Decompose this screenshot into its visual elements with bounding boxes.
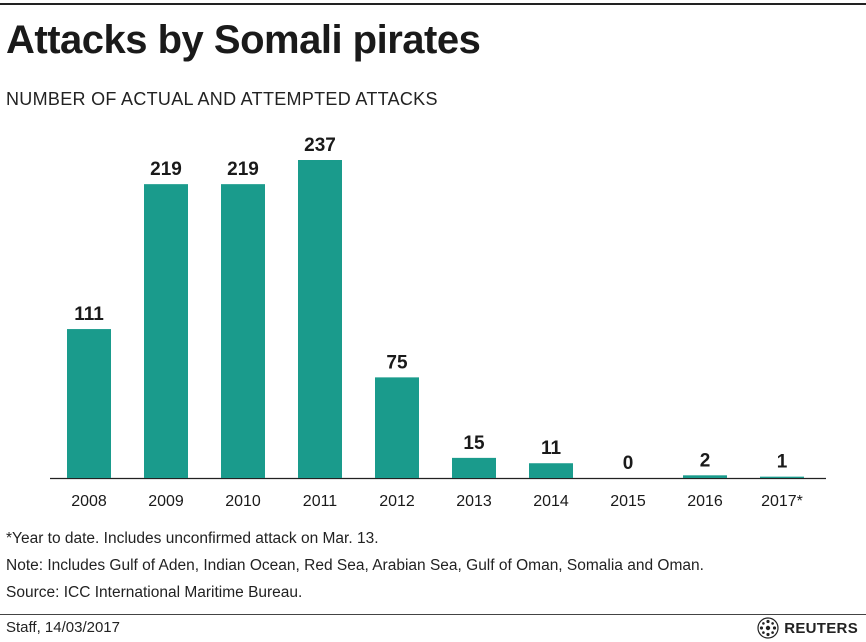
tick-label-2013: 2013 (456, 493, 492, 510)
bar-2008 (67, 329, 111, 478)
value-label-2011: 237 (304, 135, 336, 156)
note-text: Note: Includes Gulf of Aden, Indian Ocea… (6, 557, 704, 574)
bar-2013 (452, 457, 496, 478)
bar-2014 (529, 463, 573, 478)
bar-2016 (683, 475, 727, 478)
tick-label-2016: 2016 (687, 493, 723, 510)
tick-label-2017*: 2017* (761, 493, 803, 510)
value-label-2008: 111 (74, 304, 104, 325)
bar-2010 (221, 184, 265, 478)
value-label-2017*: 1 (777, 452, 788, 473)
tick-label-2009: 2009 (148, 493, 184, 510)
footnote: *Year to date. Includes unconfirmed atta… (6, 530, 379, 547)
tick-label-2015: 2015 (610, 493, 646, 510)
value-label-2012: 75 (386, 352, 408, 373)
logo-text: REUTERS (784, 619, 858, 637)
bar-2011 (298, 160, 342, 478)
reuters-logo-icon (757, 617, 779, 639)
value-label-2014: 11 (541, 438, 562, 459)
chart-subtitle: NUMBER OF ACTUAL AND ATTEMPTED ATTACKS (6, 89, 438, 109)
value-label-2013: 15 (463, 433, 485, 454)
value-label-2010: 219 (227, 159, 259, 180)
bottom-rule (0, 614, 866, 615)
top-rule (0, 3, 866, 5)
tick-label-2008: 2008 (71, 493, 107, 510)
tick-label-2014: 2014 (533, 493, 569, 510)
bar-2012 (375, 377, 419, 478)
source-text: Source: ICC International Maritime Burea… (6, 584, 303, 601)
value-label-2015: 0 (623, 453, 634, 474)
bar-2017* (760, 476, 804, 478)
reuters-logo: REUTERS (757, 617, 858, 639)
value-label-2016: 2 (700, 450, 711, 471)
tick-label-2011: 2011 (303, 493, 338, 510)
tick-label-2010: 2010 (225, 493, 261, 510)
chart-title: Attacks by Somali pirates (6, 18, 481, 62)
tick-label-2012: 2012 (379, 493, 415, 510)
bar-2009 (144, 184, 188, 478)
value-label-2009: 219 (150, 159, 182, 180)
credit-line: Staff, 14/03/2017 (6, 619, 120, 636)
bar-chart: 1112008219200921920102372011752012152013… (50, 135, 826, 510)
notes: *Year to date. Includes unconfirmed atta… (6, 525, 704, 606)
